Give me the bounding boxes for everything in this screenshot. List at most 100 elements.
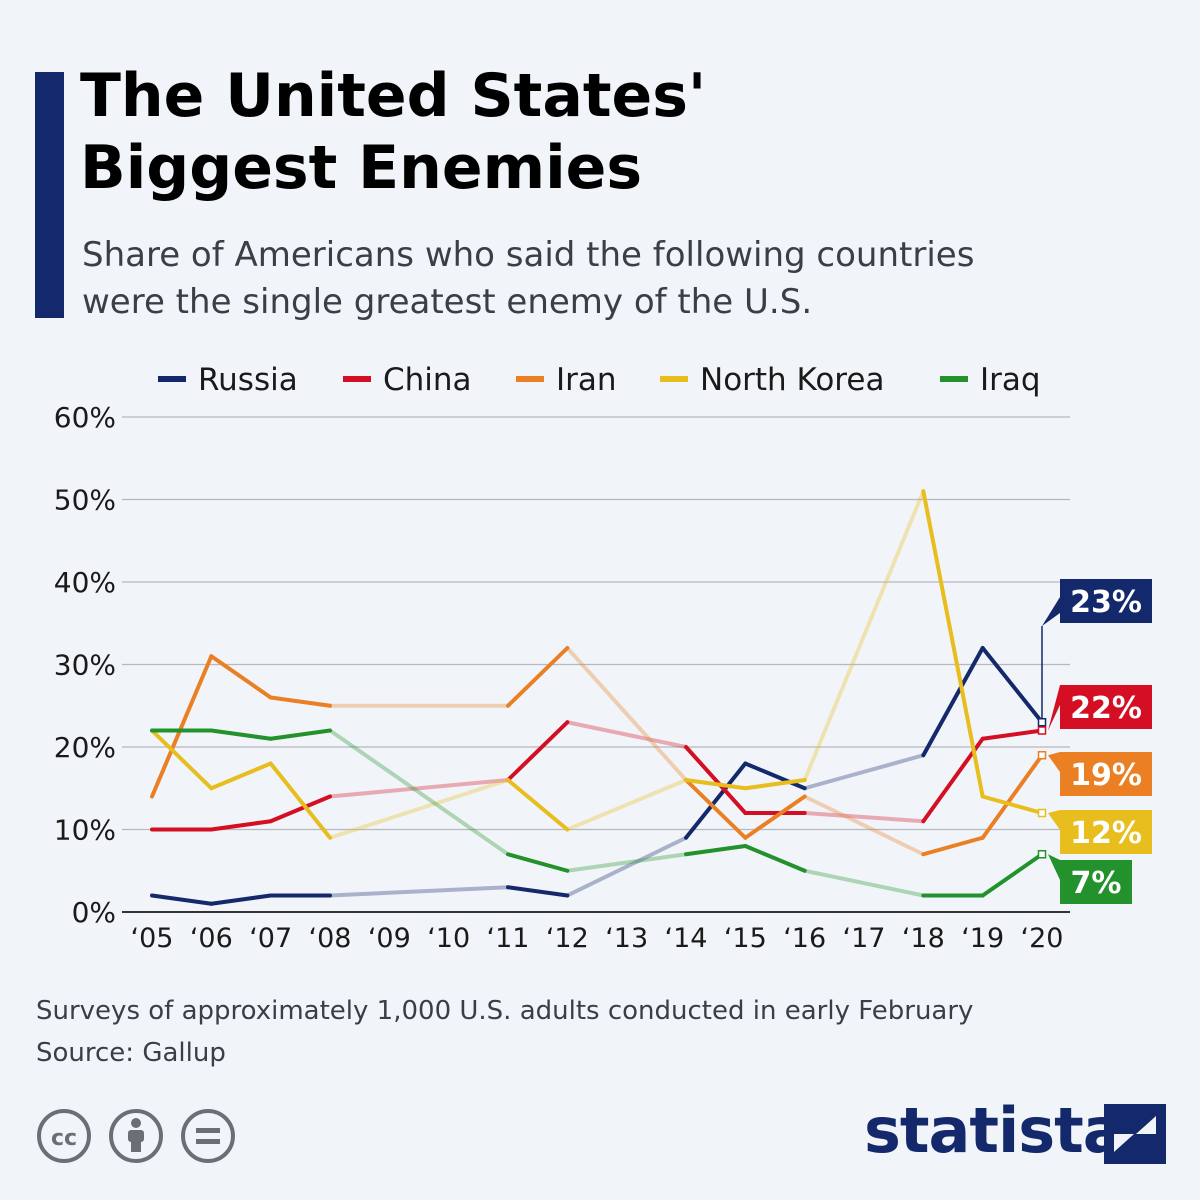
series-line-north-korea	[328, 778, 510, 840]
series-line-russia	[565, 835, 688, 898]
legend-label: Russia	[198, 362, 298, 398]
no-derivatives-icon[interactable]	[181, 1109, 235, 1163]
legend-label: North Korea	[700, 362, 884, 398]
y-tick-label: 30%	[54, 649, 116, 682]
statista-logo-icon[interactable]	[1104, 1104, 1166, 1164]
y-tick-label: 40%	[54, 566, 116, 599]
series-line-iraq	[980, 852, 1044, 898]
series-line-china	[980, 728, 1044, 741]
title-line-2: Biggest Enemies	[80, 133, 643, 203]
series-line-china	[802, 811, 926, 824]
y-tick-label: 20%	[54, 731, 116, 764]
value-callout-box	[1060, 752, 1152, 796]
value-callout-label: 12%	[1070, 816, 1142, 851]
x-tick-label: ‘11	[487, 923, 530, 954]
series-line-china	[328, 778, 510, 799]
series-line-iraq	[506, 852, 570, 873]
value-callout-box	[1060, 685, 1152, 729]
series-line-north-korea	[565, 778, 688, 832]
series-line-iran	[921, 835, 985, 857]
x-tick-label: ‘16	[783, 923, 826, 954]
series-line-iran	[802, 794, 926, 857]
accent-bar	[35, 72, 64, 318]
value-callout-box	[1060, 579, 1152, 623]
series-line-russia	[684, 761, 748, 840]
series-line-russia	[328, 885, 510, 898]
callout-pointer	[1048, 810, 1060, 830]
x-tick-label: ‘05	[131, 923, 174, 954]
page-title: The United States' Biggest Enemies	[80, 60, 1160, 204]
x-tick-label: ‘09	[368, 923, 411, 954]
series-line-iraq	[743, 844, 807, 873]
y-tick-label: 60%	[54, 401, 116, 434]
series-line-iran	[980, 753, 1044, 840]
subtitle: Share of Americans who said the followin…	[82, 232, 1142, 326]
callout-pointer	[1048, 752, 1060, 772]
y-tick-label: 50%	[54, 484, 116, 517]
x-tick-label: ‘12	[546, 923, 589, 954]
series-line-china	[684, 745, 748, 815]
series-line-north-korea	[506, 778, 570, 832]
value-callout-label: 22%	[1070, 691, 1142, 726]
value-callout-label: 7%	[1071, 866, 1122, 901]
value-callout-box	[1060, 860, 1132, 904]
series-line-iran	[268, 695, 332, 708]
x-tick-label: ‘20	[1021, 923, 1064, 954]
x-tick-label: ‘17	[843, 923, 886, 954]
statista-wordmark[interactable]: statista	[864, 1094, 1125, 1167]
subtitle-line-1: Share of Americans who said the followin…	[82, 235, 975, 275]
x-tick-label: ‘19	[961, 923, 1004, 954]
series-line-iran	[150, 654, 214, 799]
survey-note: Surveys of approximately 1,000 U.S. adul…	[36, 996, 974, 1026]
x-tick-label: ‘18	[902, 923, 945, 954]
legend-label: Iran	[556, 362, 617, 398]
series-line-iran	[209, 654, 273, 700]
x-tick-label: ‘15	[724, 923, 767, 954]
x-tick-label: ‘07	[249, 923, 292, 954]
end-point-marker	[1037, 718, 1047, 727]
attribution-icon[interactable]	[109, 1109, 163, 1163]
series-line-iran	[565, 646, 688, 782]
callout-pointer	[1048, 685, 1060, 731]
series-line-iraq	[565, 852, 688, 873]
series-line-russia	[150, 893, 214, 906]
y-tick-label: 10%	[54, 814, 116, 847]
callout-pointer	[1048, 854, 1060, 880]
legend-label: Iraq	[980, 362, 1041, 398]
end-point-marker	[1037, 751, 1047, 760]
value-callout-box	[1060, 810, 1152, 854]
series-line-russia	[802, 753, 926, 791]
series-line-china	[209, 819, 273, 832]
license-icons: cc	[37, 1109, 235, 1163]
x-tick-label: ‘10	[427, 923, 470, 954]
source-note: Source: Gallup	[36, 1038, 226, 1068]
x-tick-label: ‘06	[190, 923, 233, 954]
series-line-iraq	[209, 728, 273, 741]
title-line-1: The United States'	[80, 61, 707, 131]
end-point-marker	[1037, 850, 1047, 859]
series-line-russia	[921, 646, 985, 758]
cc-icon[interactable]: cc	[37, 1109, 91, 1163]
series-line-china	[506, 720, 570, 782]
series-line-iraq	[268, 728, 332, 741]
value-callout-label: 23%	[1070, 585, 1142, 620]
series-line-russia	[209, 893, 273, 906]
series-line-iraq	[328, 728, 510, 857]
value-callout-label: 19%	[1070, 758, 1142, 793]
series-line-north-korea	[268, 761, 332, 840]
subtitle-line-2: were the single greatest enemy of the U.…	[82, 282, 813, 322]
series-line-russia	[743, 761, 807, 791]
series-line-iran	[684, 778, 748, 840]
x-tick-label: ‘14	[665, 923, 708, 954]
y-tick-label: 0%	[72, 896, 116, 929]
series-line-north-korea	[921, 489, 985, 799]
series-line-north-korea	[802, 489, 926, 782]
footer-note: Surveys of approximately 1,000 U.S. adul…	[36, 990, 973, 1074]
series-line-north-korea	[743, 778, 807, 791]
series-line-north-korea	[209, 761, 273, 791]
x-tick-label: ‘08	[309, 923, 352, 954]
series-line-iran	[743, 794, 807, 840]
series-line-iran	[506, 646, 570, 708]
legend-label: China	[383, 362, 472, 398]
end-point-marker	[1037, 808, 1047, 818]
